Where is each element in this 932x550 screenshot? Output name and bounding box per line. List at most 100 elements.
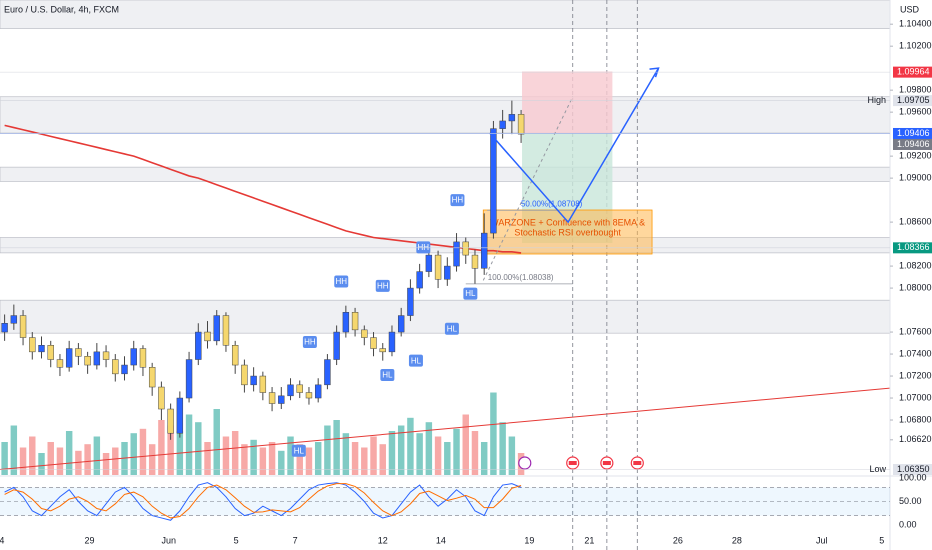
- candle-body: [10, 315, 18, 324]
- candle-body: [278, 395, 285, 404]
- volume-bar: [222, 436, 230, 475]
- y-tick-label: 1.07600: [899, 326, 932, 336]
- volume-bar: [47, 442, 54, 475]
- y-tick-label: 1.07200: [899, 370, 932, 380]
- candle-body: [351, 312, 359, 331]
- y-tick-label: 1.08000: [899, 282, 932, 292]
- swing-label: HL: [294, 446, 305, 455]
- price-badge-label: 1.09406: [897, 128, 930, 138]
- volume-bar: [158, 420, 165, 475]
- price-badge-label: 1.08366: [897, 242, 930, 252]
- volume-bar: [444, 442, 451, 475]
- swing-label: HH: [377, 281, 389, 290]
- candle-body: [195, 331, 202, 360]
- price-badge-label: 1.09964: [897, 67, 930, 77]
- y-tick-label: 1.09600: [899, 107, 932, 117]
- candle-body: [259, 375, 267, 393]
- price-badge-label: 1.09406: [897, 139, 930, 149]
- x-tick-label: Jul: [816, 535, 828, 545]
- volume-bar: [241, 444, 248, 475]
- volume-bar: [370, 436, 377, 475]
- swing-label: HH: [452, 196, 464, 205]
- volume-bar: [38, 453, 45, 475]
- position-target: [522, 71, 613, 134]
- warzone-box: [482, 209, 653, 255]
- swing-box: [291, 444, 306, 457]
- price-badge: [893, 464, 932, 476]
- lightning-icon: [518, 456, 532, 470]
- price-badge: [893, 138, 932, 150]
- volume-bar: [342, 433, 350, 475]
- candle-body: [167, 408, 174, 434]
- candle-body: [250, 375, 257, 386]
- candle-body: [361, 329, 368, 338]
- volume-bar: [130, 433, 137, 475]
- candle-body: [112, 359, 119, 375]
- y-tick-label: 1.08200: [899, 260, 932, 270]
- x-tick-label: 26: [673, 535, 683, 545]
- volume-bar: [416, 433, 423, 475]
- candle-body: [75, 348, 82, 357]
- price-axis-bg: [890, 0, 932, 550]
- volume-bar: [287, 436, 294, 475]
- candle-body: [204, 331, 211, 342]
- event-flag: [568, 461, 577, 465]
- volume-bar: [361, 447, 368, 475]
- price-badge: [893, 95, 932, 107]
- swing-label: HL: [465, 289, 476, 298]
- candle-body: [314, 384, 322, 399]
- candle-body: [176, 397, 184, 434]
- stoch-tick-label: 50.00: [899, 496, 922, 506]
- volume-bar: [490, 392, 497, 475]
- candle-body: [324, 359, 331, 386]
- volume-bar: [453, 428, 460, 475]
- event-flag: [633, 461, 642, 465]
- x-tick-label: 19: [524, 535, 534, 545]
- volume-bar: [296, 444, 303, 475]
- x-tick-label: 29: [84, 535, 94, 545]
- candle-body: [462, 241, 469, 256]
- swing-box: [416, 241, 431, 254]
- volume-bar: [1, 442, 8, 475]
- volume-bar: [185, 414, 193, 475]
- y-tick-label: 1.07000: [899, 392, 932, 402]
- candle-body: [388, 331, 396, 353]
- volume-bar: [112, 447, 119, 475]
- stoch-tick-label: 0.00: [899, 519, 917, 529]
- ema-line: [4, 124, 522, 254]
- volume-bar: [250, 439, 257, 475]
- volume-bar: [434, 436, 442, 475]
- volume-bar: [379, 444, 386, 475]
- candle-body: [453, 241, 460, 267]
- candle-body: [342, 312, 350, 333]
- candle-body: [102, 351, 110, 360]
- candle-body: [333, 331, 340, 360]
- stoch-k: [4, 482, 522, 521]
- candle-body: [93, 351, 101, 366]
- volume-bar: [268, 442, 276, 475]
- x-tick-label: 12: [378, 535, 388, 545]
- swing-box: [450, 194, 465, 207]
- candle-body: [139, 348, 147, 368]
- x-tick-label: Jun: [162, 535, 177, 545]
- volume-bar: [84, 444, 91, 475]
- volume-bar: [204, 442, 211, 475]
- y-tick-label: 1.10400: [899, 19, 932, 29]
- candle-body: [148, 366, 156, 388]
- price-note: Low: [869, 464, 886, 474]
- price-badge: [893, 242, 932, 254]
- warzone-text: Stochastic RSI overbought: [514, 227, 621, 237]
- candle-body: [1, 323, 8, 333]
- zone: [0, 96, 891, 134]
- candle-body: [121, 364, 128, 375]
- candle-body: [305, 392, 313, 399]
- y-tick-label: 1.06620: [899, 434, 932, 444]
- x-tick-label: 4: [0, 535, 4, 545]
- swing-label: HH: [418, 243, 430, 252]
- volume-bar: [397, 425, 405, 475]
- event-flag: [602, 461, 611, 465]
- candle-body: [38, 345, 45, 353]
- swing-box: [408, 354, 423, 367]
- fib-label: 100.00%(1.08038): [488, 273, 554, 282]
- y-tick-label: 1.09200: [899, 151, 932, 161]
